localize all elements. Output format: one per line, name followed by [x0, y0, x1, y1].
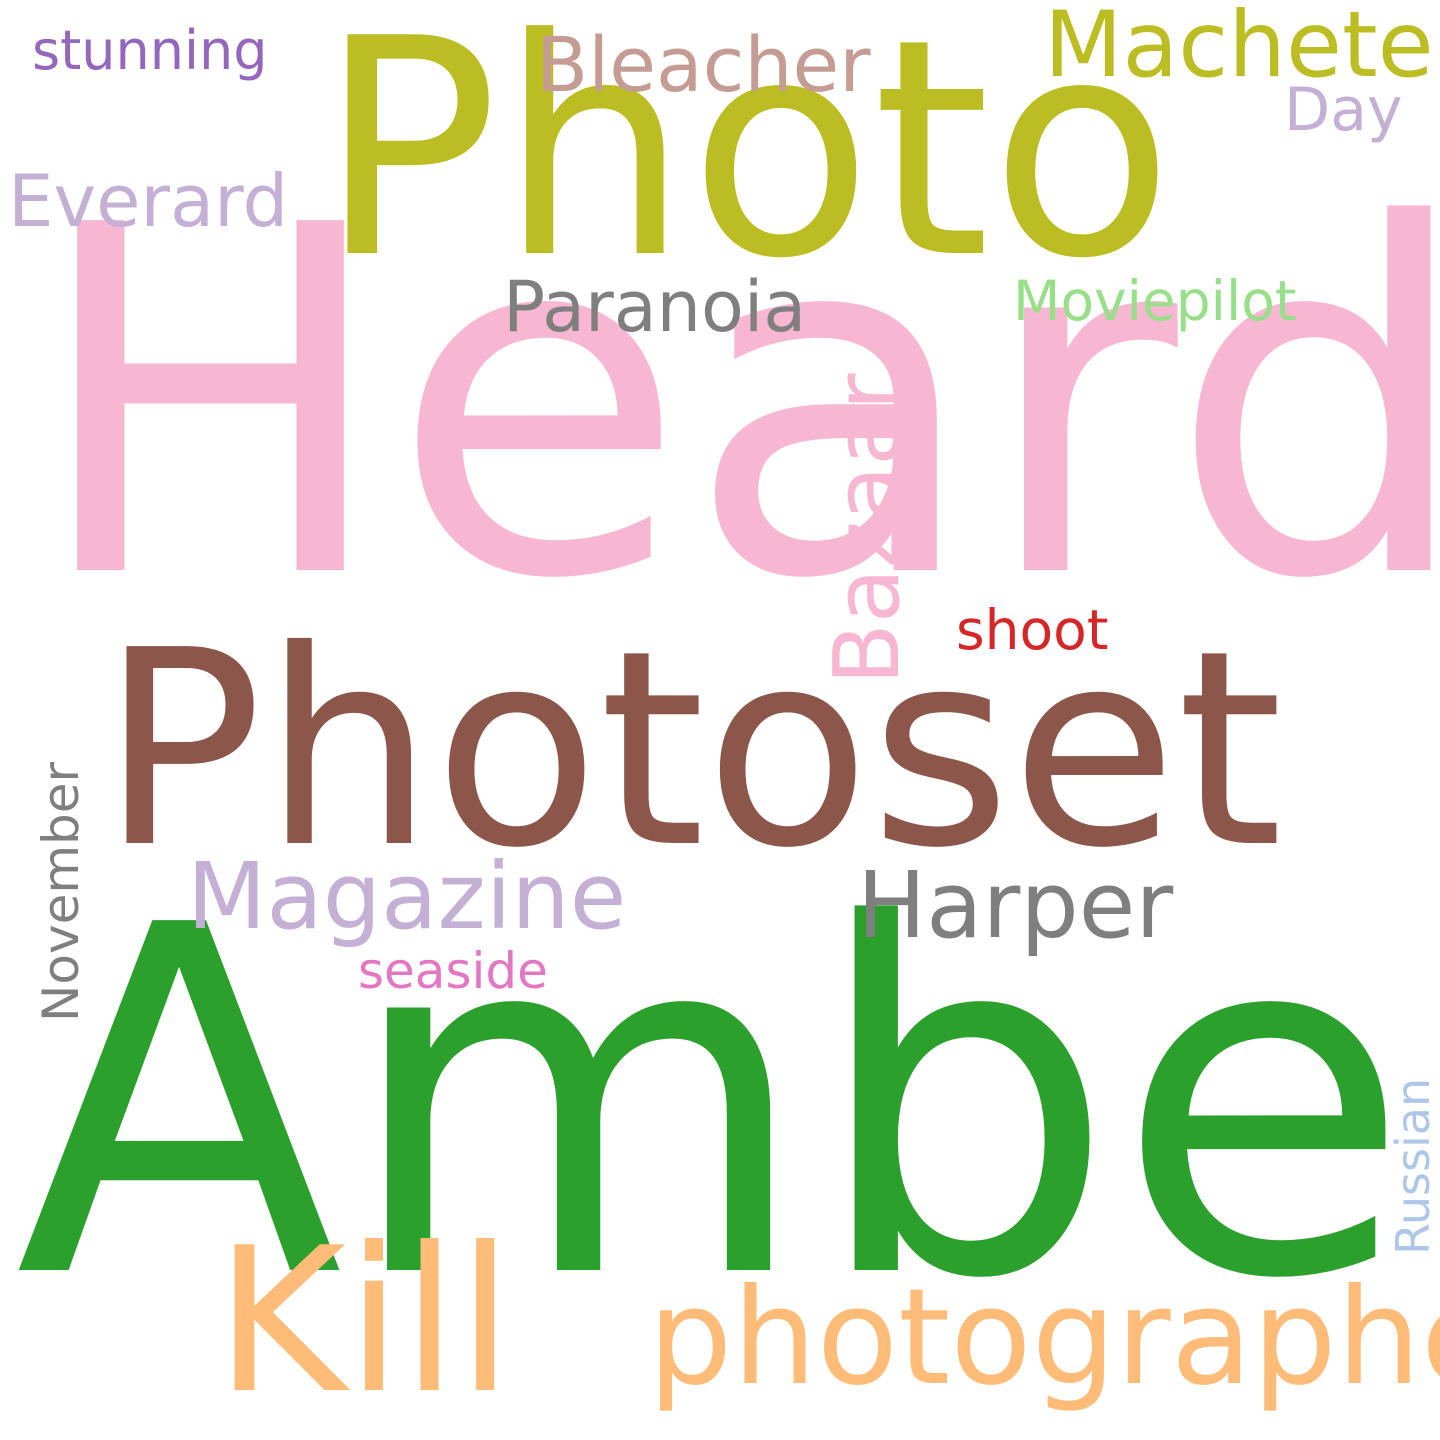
word-bleacher: Bleacher: [536, 20, 871, 109]
word-photographed: photographed: [648, 1261, 1440, 1415]
word-magazine: Magazine: [187, 843, 627, 950]
word-photoset: Photoset: [100, 592, 1283, 907]
word-paranoia: Paranoia: [503, 266, 807, 348]
word-november: November: [32, 761, 90, 1022]
word-heard: Heard: [30, 125, 1440, 684]
word-amber: Amber: [15, 825, 1440, 1384]
word-bazaar: Bazaar: [815, 373, 920, 685]
word-machete: Machete: [1044, 0, 1434, 98]
word-day: Day: [1284, 75, 1403, 145]
word-everard: Everard: [8, 159, 289, 243]
word-photo: Photo: [318, 0, 1174, 324]
word-kill: Kill: [215, 1205, 513, 1438]
word-moviepilot: Moviepilot: [1013, 269, 1297, 333]
word-russian: Russian: [1386, 1077, 1440, 1255]
word-harper: Harper: [857, 852, 1174, 959]
word-seaside: seaside: [358, 942, 548, 1000]
word-shoot: shoot: [956, 598, 1109, 662]
word-stunning: stunning: [32, 19, 268, 82]
